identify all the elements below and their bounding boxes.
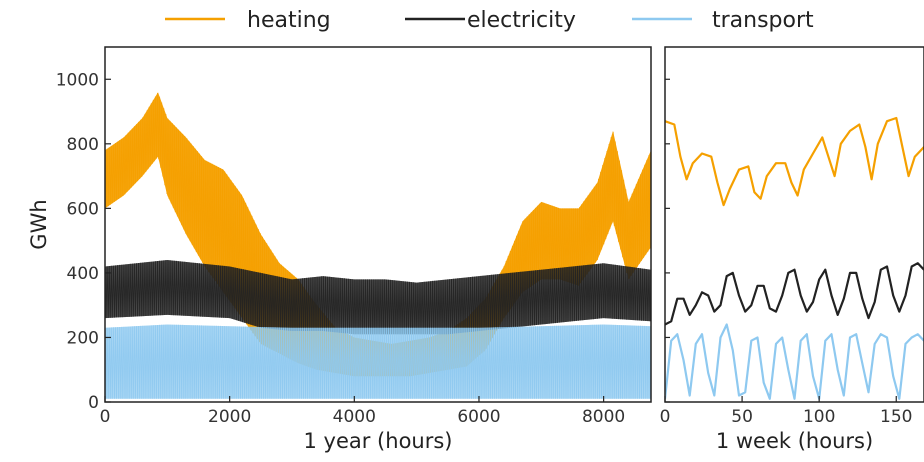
series-electricity-band: [105, 260, 651, 335]
y-tick-label: 0: [88, 393, 99, 413]
x-tick-label: 150: [880, 407, 912, 427]
x-tick-label: 2000: [208, 407, 251, 427]
legend-item-electricity: electricity: [405, 8, 576, 33]
panel-year-plot-area: [105, 92, 651, 399]
x-tick-label: 100: [803, 407, 835, 427]
legend: heating electricity transport: [165, 8, 814, 33]
legend-item-heating: heating: [165, 8, 331, 33]
legend-label-transport: transport: [712, 8, 814, 33]
panel-week-frame: [664, 46, 924, 403]
y-tick-label: 200: [67, 328, 99, 348]
legend-item-transport: transport: [632, 8, 814, 33]
panel-week: 0 50 100 150 1 week (hours): [660, 46, 924, 453]
panel-year: 0 2000 4000 6000 8000 0 200 400 600 800 1000 1 year…: [27, 46, 652, 453]
x-tick-label: 4000: [333, 407, 376, 427]
panel-year-frame: [104, 46, 652, 403]
x-tick-label: 0: [100, 407, 111, 427]
series-electricity-line: [105, 260, 651, 335]
panel-week-x-axis-title: 1 week (hours): [716, 429, 873, 453]
x-tick-label: 6000: [457, 407, 500, 427]
panel-week-plot-area: [665, 116, 924, 400]
series-transport-band: [105, 324, 651, 399]
panel-year-y-axis-title: GWh: [27, 199, 51, 249]
x-tick-label: 8000: [582, 407, 625, 427]
legend-label-electricity: electricity: [467, 8, 576, 33]
x-tick-label: 50: [731, 407, 753, 427]
y-tick-label: 800: [67, 135, 99, 155]
y-tick-label: 1000: [56, 70, 99, 90]
series-electricity-line: [665, 262, 924, 326]
legend-label-heating: heating: [247, 8, 331, 33]
y-tick-label: 400: [67, 264, 99, 284]
y-tick-label: 600: [67, 199, 99, 219]
x-tick-label: 0: [660, 407, 671, 427]
series-heating-line: [665, 116, 924, 207]
series-transport-line: [665, 323, 924, 400]
series-transport-line: [105, 324, 651, 399]
panel-year-x-axis-title: 1 year (hours): [304, 429, 453, 453]
